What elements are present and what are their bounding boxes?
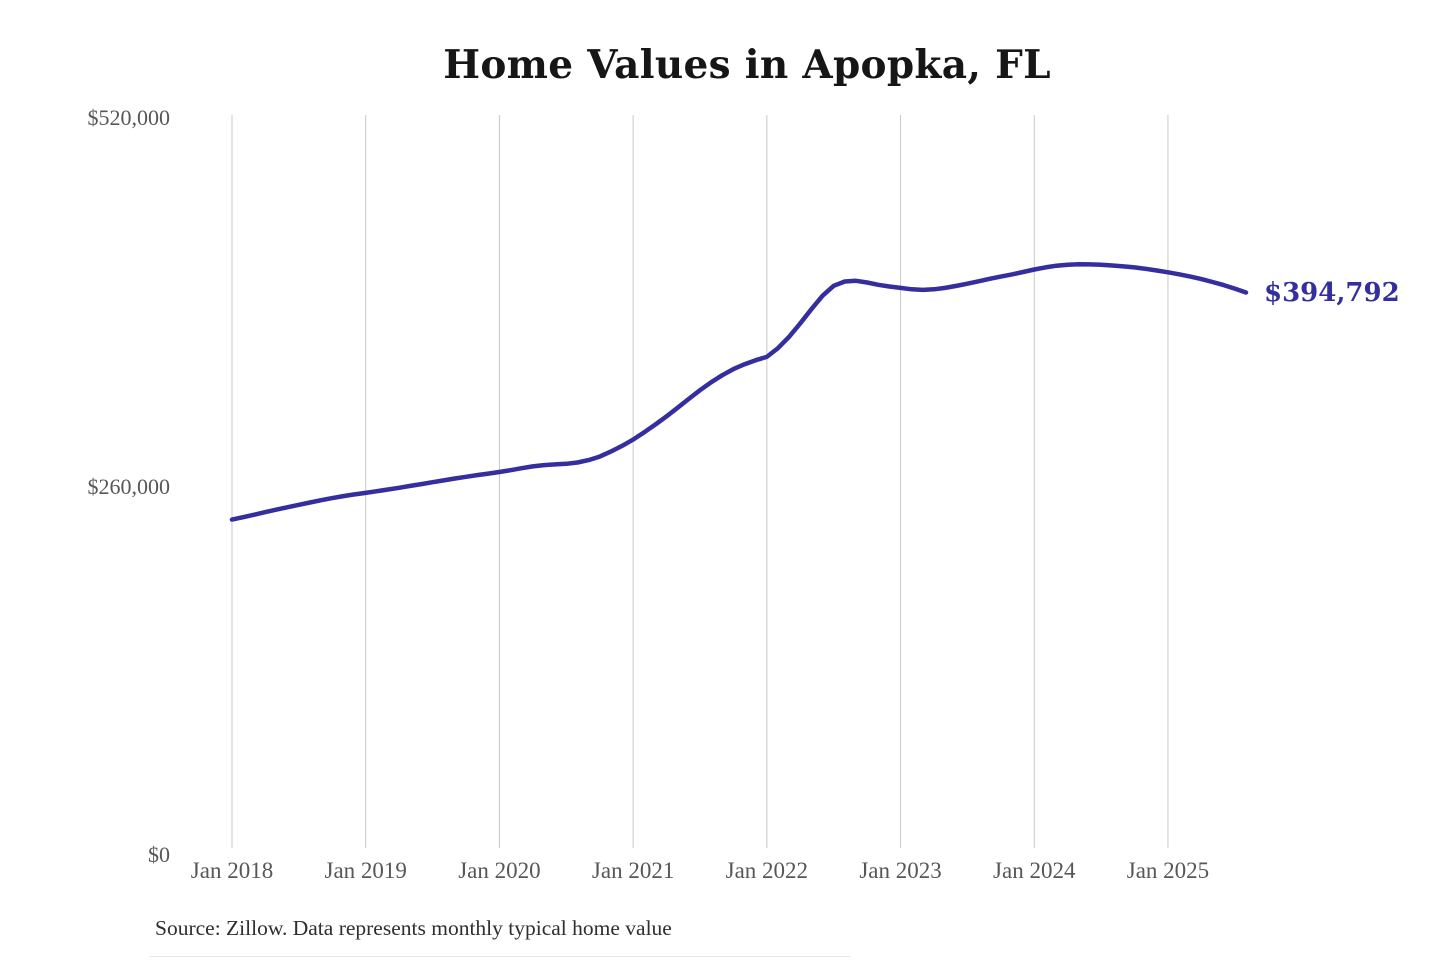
bottom-divider bbox=[150, 956, 850, 957]
latest-value-label: $394,792 bbox=[1264, 277, 1400, 308]
source-note: Source: Zillow. Data represents monthly … bbox=[155, 916, 672, 940]
chart-title: Home Values in Apopka, FL bbox=[443, 42, 1051, 88]
home-value-line bbox=[229, 261, 1249, 522]
year-gridlines bbox=[231, 115, 1169, 848]
